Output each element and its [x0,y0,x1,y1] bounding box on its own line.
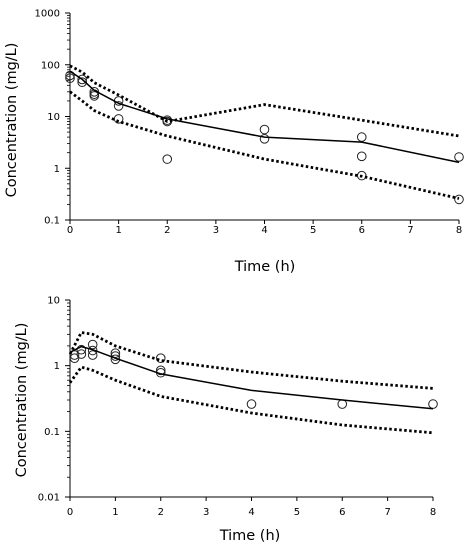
x-axis-title: Time (h) [219,528,281,544]
y-tick-label: 100 [41,60,60,71]
y-axis-title: Concentration (mg/L) [4,43,20,198]
observed-point [337,399,348,409]
observed-point [89,91,100,101]
observed-point [89,87,100,97]
chart-panel-top: Time (h) Concentration (mg/L) 0 1 2 3 4 5 6 7 8 0… [4,9,464,275]
x-tick-label: 2 [164,225,170,236]
observed-point [162,154,173,164]
observed-point [76,344,87,355]
observed-point [113,101,124,111]
observed-point [356,132,367,142]
x-tick-label: 8 [430,507,436,518]
observed-point [87,339,98,350]
y-tick-label: 1000 [35,9,60,20]
x-tick-label: 6 [359,225,365,236]
x-tick-label: 6 [339,507,345,518]
observed-point [454,152,464,162]
observed-point [454,194,464,205]
observed-point [65,73,75,83]
x-tick-label: 7 [384,507,390,518]
x-tick-label: 8 [456,225,462,236]
observed-point [76,349,87,359]
y-tick-label: 10 [47,296,60,307]
observed-point [356,151,367,162]
observed-point [259,134,270,144]
x-tick-label: 5 [294,507,300,518]
x-tick-label: 7 [407,225,413,236]
y-tick-label: 1 [54,164,60,175]
observed-point [77,74,87,85]
x-tick-label: 3 [213,225,219,236]
y-tick-label: 10 [47,112,60,123]
interval-line [68,330,434,390]
x-tick-label: 4 [261,225,267,236]
median-line [69,70,460,164]
y-axis-title: Concentration (mg/L) [14,323,30,478]
x-tick-label: 3 [203,507,209,518]
x-tick-label: 4 [248,507,254,518]
median-line [69,345,434,410]
x-tick-label: 1 [115,225,121,236]
interval-line [69,64,460,138]
x-axis-title: Time (h) [234,259,296,275]
x-tick-label: 0 [67,225,73,236]
x-tick-label: 1 [112,507,118,518]
observed-point [155,353,166,363]
x-tick-label: 0 [67,507,73,518]
y-tick-label: 0.1 [44,216,60,227]
interval-line [68,365,434,435]
observed-point [246,399,257,409]
observed-point [428,399,438,409]
x-tick-label: 5 [310,225,316,236]
x-tick-label: 2 [158,507,164,518]
observed-point [77,77,87,88]
observed-point [259,124,270,135]
observed-point [87,350,98,360]
chart-panel-bottom: Time (h) Concentration (mg/L) 0 1 2 3 4 5 6 7 8 0… [14,296,438,544]
y-tick-label: 1 [54,361,60,372]
y-tick-label: 0.1 [44,427,60,438]
interval-line [69,90,460,200]
y-tick-label: 0.01 [38,493,60,504]
observed-point [65,70,75,81]
